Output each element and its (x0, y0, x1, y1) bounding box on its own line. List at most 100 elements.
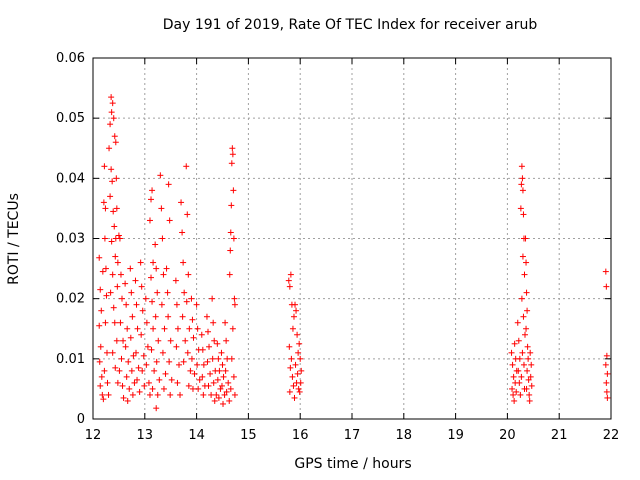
data-point (150, 259, 157, 266)
data-point (183, 298, 190, 305)
data-point (518, 295, 525, 302)
data-point (123, 301, 130, 308)
data-point (107, 121, 114, 128)
data-point (102, 319, 109, 326)
data-point (101, 367, 108, 374)
data-point (521, 271, 528, 278)
data-point (132, 277, 139, 284)
data-point (204, 328, 211, 335)
data-point (96, 358, 103, 365)
data-point (110, 208, 117, 215)
x-tick-label: 12 (85, 428, 102, 443)
data-point (115, 232, 122, 239)
data-point (218, 349, 225, 356)
data-point (114, 259, 121, 266)
data-point (107, 193, 114, 200)
data-point (128, 289, 135, 296)
x-tick-label: 18 (396, 428, 413, 443)
data-point (298, 367, 305, 374)
data-point (109, 271, 116, 278)
data-point (199, 373, 206, 380)
data-point (522, 331, 529, 338)
data-point (103, 349, 110, 356)
data-point (150, 325, 157, 332)
data-point (142, 295, 149, 302)
data-point (286, 343, 293, 350)
data-point (138, 331, 145, 338)
data-point (123, 373, 130, 380)
data-point (290, 313, 297, 320)
y-tick-label: 0.04 (56, 171, 85, 186)
data-point (129, 313, 136, 320)
data-point (211, 337, 218, 344)
data-point (285, 277, 292, 284)
data-point (116, 367, 123, 374)
data-point (97, 286, 104, 293)
data-point (511, 340, 518, 347)
data-point (196, 376, 203, 383)
data-point (167, 391, 174, 398)
data-point (290, 382, 297, 389)
data-point (229, 145, 236, 152)
data-point (229, 325, 236, 332)
data-point (204, 358, 211, 365)
data-point (603, 352, 610, 359)
data-point (228, 355, 235, 362)
data-point (156, 376, 163, 383)
data-point (230, 235, 237, 242)
data-point (119, 295, 126, 302)
data-point (181, 289, 188, 296)
data-point (129, 391, 136, 398)
data-point (125, 358, 132, 365)
data-point (286, 388, 293, 395)
data-point (220, 373, 227, 380)
data-point (228, 202, 235, 209)
data-point (523, 325, 530, 332)
data-point (518, 373, 525, 380)
data-point (523, 259, 530, 266)
data-point (523, 289, 530, 296)
data-point (523, 385, 530, 392)
data-point (167, 337, 174, 344)
data-point (133, 301, 140, 308)
data-point (519, 175, 526, 182)
data-point (118, 355, 125, 362)
y-tick-label: 0.02 (56, 292, 85, 307)
data-point (185, 382, 192, 389)
data-point (227, 385, 234, 392)
data-point (100, 199, 107, 206)
data-point (109, 349, 116, 356)
data-point (288, 355, 295, 362)
data-point (194, 361, 201, 368)
data-point (294, 370, 301, 377)
data-point (214, 340, 221, 347)
data-point (527, 373, 534, 380)
data-point (227, 247, 234, 254)
data-point (179, 313, 186, 320)
data-point (226, 271, 233, 278)
y-tick-label: 0.01 (56, 352, 85, 367)
data-point (149, 385, 156, 392)
data-point (98, 307, 105, 314)
x-axis-label: GPS time / hours (294, 456, 412, 472)
data-point (111, 319, 118, 326)
data-point (223, 388, 230, 395)
data-point (510, 373, 517, 380)
data-point (215, 394, 222, 401)
data-point (158, 205, 165, 212)
data-point (519, 187, 526, 194)
data-point (173, 343, 180, 350)
data-point (225, 379, 232, 386)
data-point (293, 307, 300, 314)
data-point (130, 352, 137, 359)
data-point (112, 139, 119, 146)
data-point (128, 367, 135, 374)
data-point (127, 265, 134, 272)
data-point (206, 343, 213, 350)
data-point (603, 283, 610, 290)
data-point (137, 259, 144, 266)
data-point (179, 229, 186, 236)
data-point (222, 319, 229, 326)
data-point (143, 319, 150, 326)
data-point (98, 373, 105, 380)
